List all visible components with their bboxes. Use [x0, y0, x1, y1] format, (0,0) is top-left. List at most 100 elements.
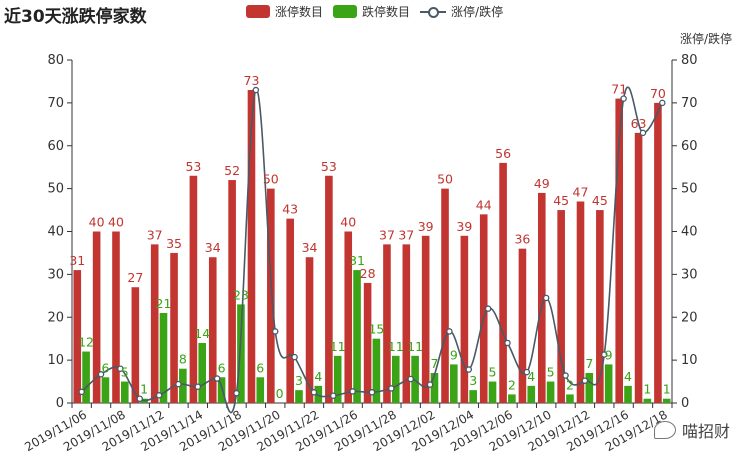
ratio-line: [81, 86, 664, 414]
y2-tick-label: 20: [681, 310, 698, 325]
bar-down-label: 4: [527, 369, 535, 384]
bar-up: [189, 175, 198, 403]
y2-tick-label: 70: [681, 96, 698, 111]
bar-down: [179, 368, 187, 403]
bar-up: [634, 132, 643, 403]
bar-down-label: 9: [605, 347, 613, 362]
bar-up: [228, 180, 236, 403]
ratio-point: [310, 389, 318, 396]
bar-up: [499, 162, 507, 403]
bar-up: [402, 244, 411, 403]
bar-down: [198, 342, 207, 403]
bar-up: [150, 244, 159, 403]
bar-down: [237, 304, 245, 403]
ratio-point: [194, 383, 202, 390]
bar-down: [333, 355, 342, 403]
bar-down: [469, 390, 477, 403]
bar-down: [372, 338, 381, 403]
bar-up: [286, 218, 294, 403]
bar-down: [624, 385, 632, 403]
ratio-point: [271, 328, 279, 335]
bar-down-label: 31: [349, 253, 365, 268]
y2-tick-label: 30: [681, 267, 698, 282]
bar-down-label: 21: [156, 296, 172, 311]
y2-tick-label: 80: [681, 53, 698, 68]
bar-up-label: 40: [340, 215, 356, 230]
ratio-point: [330, 392, 337, 399]
bar-down: [159, 312, 168, 403]
bar-down-label: 8: [179, 352, 187, 367]
bar-up-label: 37: [147, 227, 163, 242]
legend-swatch-up: [246, 5, 270, 18]
bar-down-label: 6: [101, 360, 109, 375]
bar-down-label: 1: [643, 382, 651, 397]
bar-up: [518, 248, 527, 403]
bar-down-label: 15: [368, 322, 384, 337]
legend-label-down: 跌停数目: [362, 5, 411, 19]
ratio-point: [542, 294, 550, 302]
bar-up-label: 52: [224, 163, 240, 178]
ratio-point: [562, 372, 569, 379]
ratio-point: [252, 86, 260, 94]
bar-up-label: 71: [611, 82, 627, 97]
legend-label-ratio: 涨停/跌停: [451, 5, 504, 19]
bar-up: [460, 235, 469, 403]
ratio-point: [368, 389, 376, 396]
bar-down: [508, 394, 516, 403]
bar-up-label: 50: [263, 172, 279, 187]
bar-up-label: 43: [282, 202, 298, 217]
ratio-point: [291, 353, 298, 361]
chart-title: 近30天涨跌停家数: [4, 7, 147, 27]
ratio-point: [136, 395, 143, 402]
legend-item-ratio[interactable]: 涨停/跌停: [420, 3, 503, 20]
bar-down: [450, 364, 458, 403]
bar-down: [662, 398, 671, 403]
y-tick-label: 50: [47, 182, 64, 197]
ratio-point: [78, 388, 85, 396]
bar-down: [566, 394, 574, 403]
y2-tick-label: 40: [681, 225, 698, 240]
legend: 涨停数目 跌停数目 涨停/跌停: [246, 3, 513, 20]
bar-up: [596, 210, 604, 403]
bar-down: [256, 377, 265, 403]
bar-up: [131, 287, 140, 403]
bar-down-label: 1: [663, 382, 671, 397]
bar-down: [527, 385, 536, 403]
bar-up: [557, 210, 565, 403]
bar-up: [112, 231, 120, 403]
bar-down-label: 5: [547, 365, 555, 380]
bar-up: [441, 188, 449, 403]
bar-down-label: 9: [450, 347, 458, 362]
ratio-point: [233, 389, 240, 397]
bar-down-label: 0: [276, 386, 284, 401]
bar-up-label: 34: [302, 240, 318, 255]
bar-down: [217, 377, 226, 403]
legend-swatch-down: [333, 5, 358, 18]
bar-up: [479, 214, 488, 403]
y2-tick-label: 0: [681, 396, 689, 411]
bar-down-label: 4: [314, 369, 322, 384]
bar-down: [488, 381, 497, 403]
bar-up-label: 40: [89, 215, 105, 230]
ratio-point: [601, 351, 608, 358]
bar-down-label: 3: [469, 373, 477, 388]
wechat-icon: [653, 421, 676, 439]
y2-tick-label: 10: [681, 353, 698, 368]
legend-item-up[interactable]: 涨停数目: [246, 3, 323, 20]
bar-down-label: 6: [218, 360, 226, 375]
bar-up-label: 63: [631, 116, 647, 131]
y-tick-label: 80: [47, 53, 64, 68]
bar-up-label: 50: [437, 172, 453, 187]
bar-down: [643, 398, 652, 403]
bar-up-label: 27: [127, 270, 143, 285]
ratio-point: [407, 375, 414, 383]
bar-down: [604, 364, 613, 403]
bar-up: [325, 175, 333, 403]
bar-down-label: 1: [140, 382, 148, 397]
bar-up: [267, 188, 275, 403]
legend-item-down[interactable]: 跌停数目: [333, 3, 410, 20]
bar-down: [391, 355, 400, 403]
bar-down-label: 6: [256, 360, 264, 375]
bar-down-label: 7: [430, 356, 438, 371]
